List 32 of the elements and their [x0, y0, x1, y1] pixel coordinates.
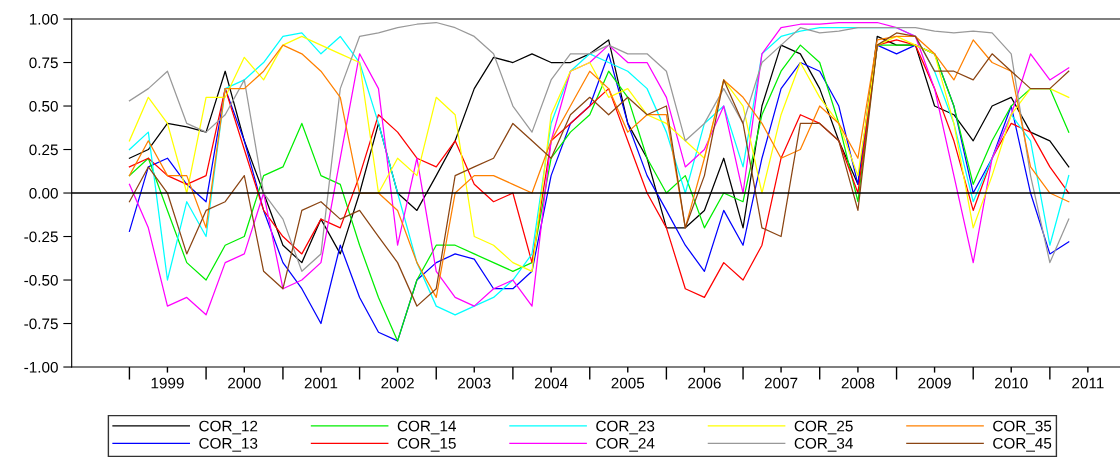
y-tick-label: -1.00 [24, 361, 58, 373]
x-tick-label: 1999 [151, 377, 184, 389]
legend-label: COR_35 [993, 420, 1052, 435]
x-tick-label: 2005 [611, 377, 645, 389]
y-tick-label: 0.75 [29, 57, 58, 69]
legend-label: COR_15 [397, 437, 456, 452]
y-tick-label: 0.50 [29, 100, 58, 112]
legend-label: COR_24 [596, 437, 655, 452]
legend-label: COR_34 [794, 437, 853, 452]
y-tick-label: -0.25 [24, 231, 58, 243]
x-tick-label: 2009 [918, 377, 951, 389]
x-tick-label: 2002 [381, 377, 414, 389]
x-tick-label: 2010 [995, 377, 1028, 389]
x-tick-label: 2006 [688, 377, 721, 389]
x-tick-label: 2011 [1072, 377, 1104, 389]
legend-label: COR_14 [397, 420, 456, 435]
x-tick-label: 2003 [458, 377, 491, 389]
y-tick-label: 0.00 [29, 187, 58, 199]
y-tick-label: 0.25 [29, 144, 58, 156]
x-tick-label: 2008 [841, 377, 875, 389]
x-tick-label: 2000 [228, 377, 261, 389]
x-tick-label: 2004 [534, 377, 568, 389]
x-tick-label: 2001 [304, 377, 338, 389]
legend-label: COR_13 [199, 437, 258, 452]
legend-label: COR_45 [993, 437, 1052, 452]
y-tick-label: 1.00 [29, 13, 58, 25]
legend-label: COR_23 [596, 420, 655, 435]
y-tick-label: -0.75 [24, 318, 58, 330]
legend-label: COR_12 [199, 420, 258, 435]
legend-label: COR_25 [794, 420, 853, 435]
y-tick-label: -0.50 [24, 274, 58, 286]
x-tick-label: 2007 [764, 377, 798, 389]
